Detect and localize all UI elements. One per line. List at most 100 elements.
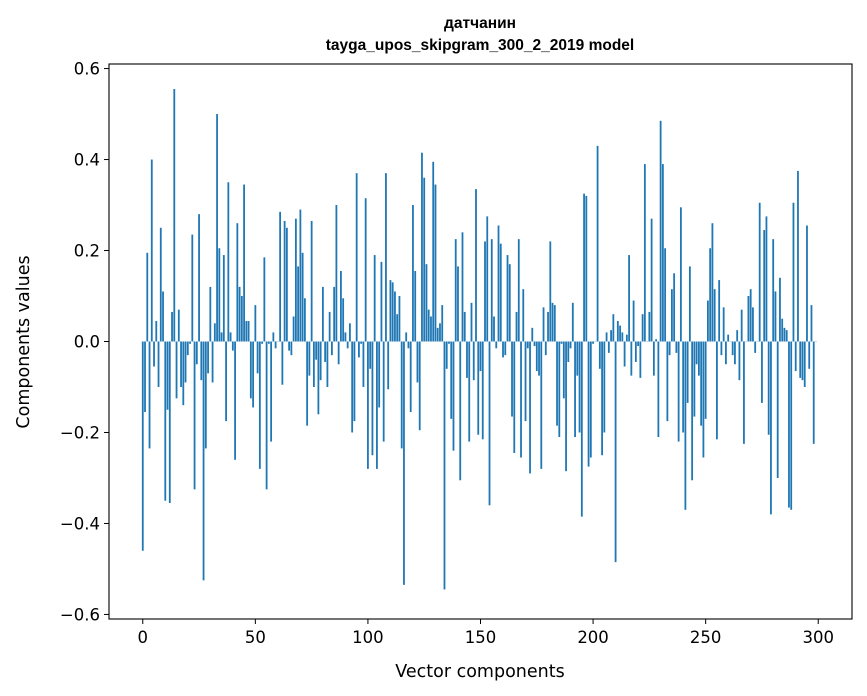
bar-component-74: [308, 341, 311, 376]
bar-component-120: [412, 205, 414, 342]
bar-component-151: [481, 341, 484, 440]
bar-component-174: [533, 341, 536, 347]
bar-component-158: [497, 225, 500, 342]
bar-component-5: [153, 341, 155, 367]
y-tick-label: 0.0: [74, 333, 100, 352]
bar-component-155: [490, 239, 493, 342]
bar-component-199: [589, 341, 592, 458]
bar-component-31: [211, 341, 214, 383]
bar-component-183: [553, 305, 556, 342]
bar-component-116: [403, 341, 405, 585]
bar-component-125: [423, 177, 426, 342]
bar-component-139: [454, 239, 457, 342]
bar-component-200: [592, 341, 594, 344]
bar-component-153: [486, 216, 489, 342]
bar-component-159: [499, 243, 502, 342]
bar-component-72: [303, 298, 306, 342]
bar-component-280: [772, 239, 775, 342]
x-tick-label: 100: [352, 628, 384, 647]
bar-component-231: [661, 164, 664, 342]
bar-component-243: [688, 266, 691, 342]
bar-component-94: [353, 341, 356, 422]
x-tick-label: 250: [690, 628, 722, 647]
bar-component-14: [173, 89, 176, 342]
bar-component-283: [779, 277, 781, 342]
bar-component-79: [319, 341, 322, 381]
bar-component-36: [222, 255, 225, 342]
bar-component-12: [168, 341, 171, 503]
bar-component-140: [457, 266, 459, 342]
bar-component-143: [463, 311, 466, 342]
bar-component-164: [511, 341, 513, 417]
bar-component-93: [351, 341, 354, 433]
bar-component-21: [189, 341, 191, 344]
bar-component-171: [526, 341, 529, 349]
bar-component-10: [164, 341, 167, 501]
bar-component-54: [263, 257, 266, 342]
bar-component-3: [148, 341, 151, 449]
bar-component-99: [364, 198, 367, 342]
y-tick-label: 0.6: [74, 60, 100, 79]
bar-component-30: [209, 286, 212, 342]
bar-component-44: [240, 296, 243, 342]
bar-component-181: [549, 241, 552, 342]
bar-component-34: [218, 248, 221, 342]
bar-component-104: [376, 341, 378, 469]
bar-component-64: [285, 227, 288, 342]
bar-component-203: [598, 341, 601, 369]
bar-component-175: [535, 341, 538, 372]
bar-component-165: [513, 341, 516, 453]
bar-component-130: [434, 184, 437, 342]
bar-component-225: [648, 311, 651, 342]
bar-component-275: [761, 341, 763, 403]
bar-component-53: [261, 341, 263, 344]
bar-component-176: [538, 341, 540, 376]
bar-component-179: [544, 341, 547, 356]
bar-component-57: [270, 341, 273, 442]
bar-component-245: [693, 341, 696, 417]
bar-component-262: [731, 341, 734, 356]
ticks-layer: 0 50 100 150 200 250 300 0.6 0.4 0.2 0.0 −0.2 −0.4 −0…: [60, 60, 834, 647]
bar-component-185: [558, 341, 561, 438]
bar-component-11: [166, 341, 169, 410]
bar-component-126: [425, 264, 428, 342]
bar-component-276: [763, 230, 766, 342]
bar-component-131: [436, 327, 439, 342]
bar-component-180: [547, 311, 549, 342]
bar-component-253: [711, 223, 714, 342]
bar-component-52: [258, 341, 261, 469]
bar-component-287: [788, 341, 790, 508]
bar-component-235: [670, 289, 673, 342]
bar-component-177: [540, 341, 543, 469]
bar-component-141: [459, 341, 462, 481]
bar-component-133: [441, 305, 444, 342]
bar-component-250: [704, 341, 707, 419]
bar-component-80: [321, 286, 324, 342]
bar-component-215: [625, 334, 628, 342]
bar-component-105: [378, 341, 381, 408]
bar-component-279: [770, 341, 772, 515]
bar-component-109: [387, 341, 390, 390]
bar-component-254: [713, 289, 716, 342]
bar-component-40: [231, 341, 234, 351]
bar-component-98: [362, 341, 365, 387]
bar-component-208: [610, 330, 612, 342]
bar-component-33: [216, 114, 218, 342]
bar-component-137: [450, 341, 453, 419]
bar-component-107: [382, 341, 385, 442]
bar-component-97: [360, 341, 363, 344]
bar-component-4: [150, 159, 153, 342]
bar-component-78: [317, 341, 320, 415]
bar-component-49: [252, 341, 254, 408]
y-tick-label: 0.2: [74, 242, 100, 261]
bar-component-239: [679, 207, 682, 342]
bar-component-47: [247, 321, 250, 342]
bar-component-117: [405, 332, 408, 342]
bar-component-62: [281, 341, 284, 385]
bar-component-38: [227, 182, 230, 342]
bar-component-255: [716, 341, 718, 440]
bar-component-24: [195, 341, 198, 365]
bar-component-234: [668, 341, 671, 356]
